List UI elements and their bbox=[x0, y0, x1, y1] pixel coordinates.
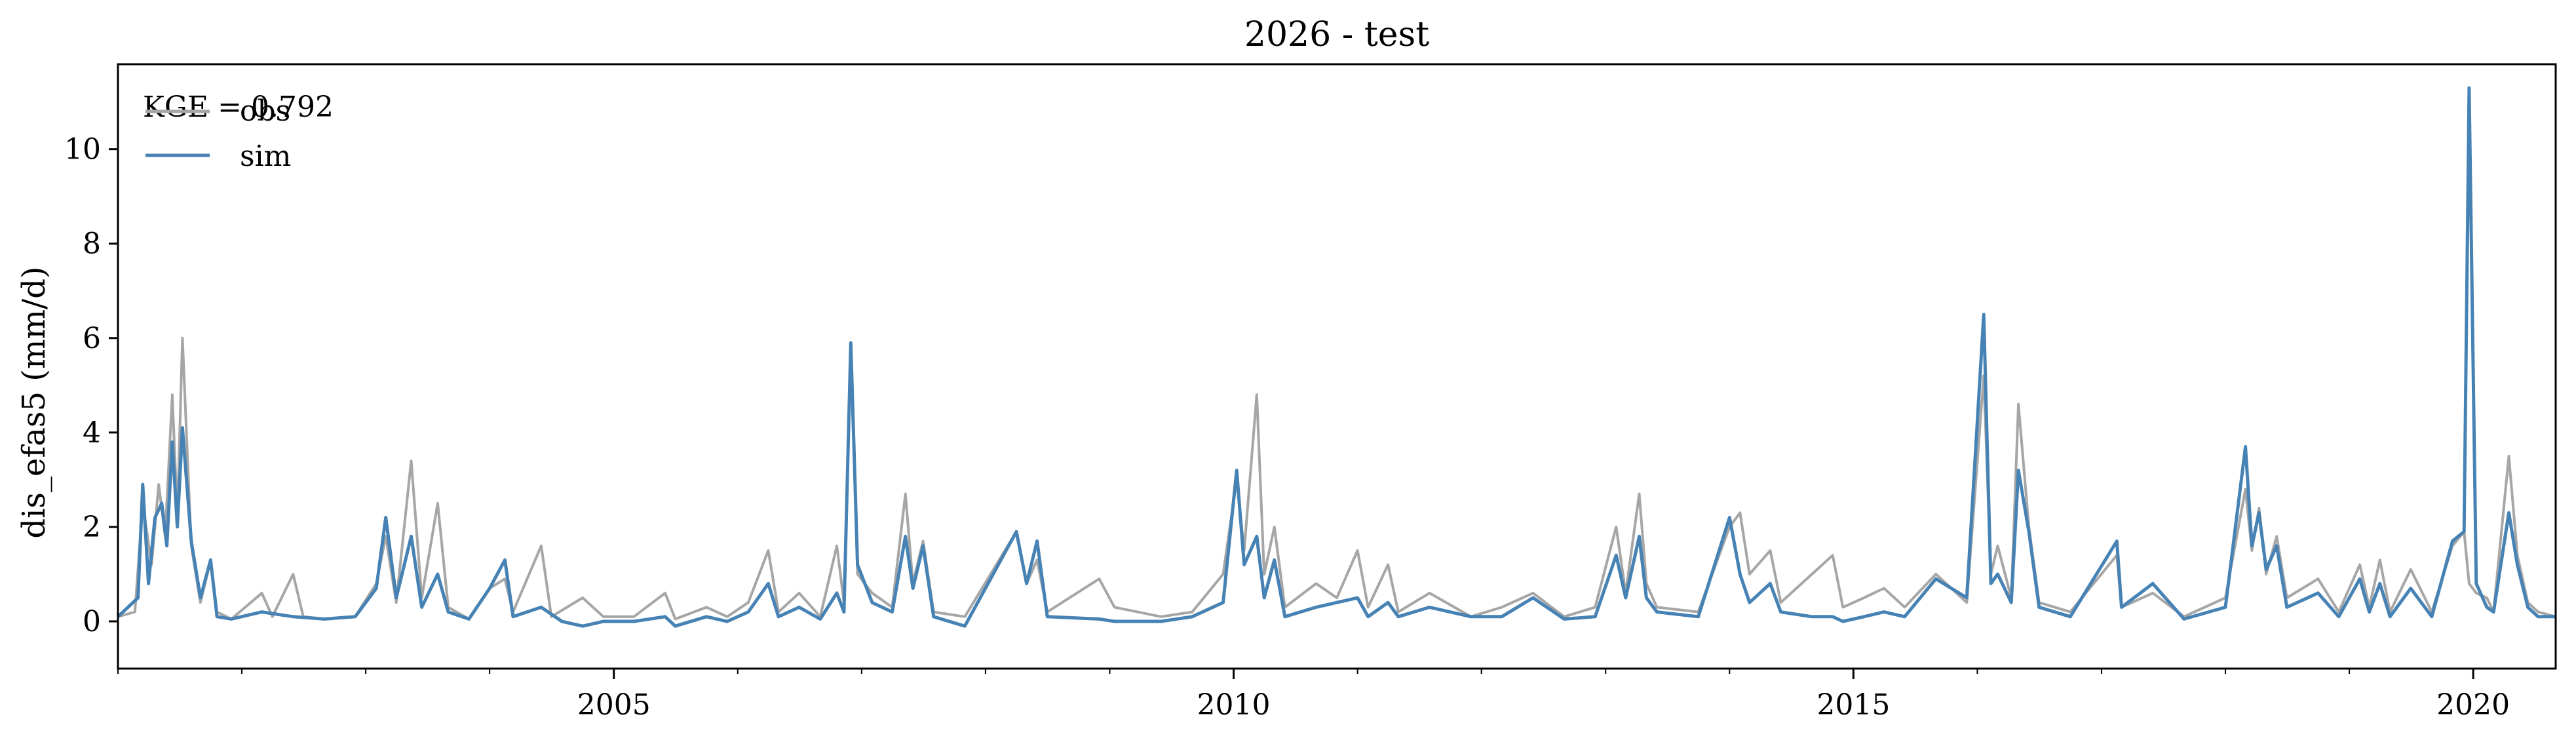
y-tick-label: 4 bbox=[83, 416, 101, 450]
x-axis: 2005 2010 2015 2020 bbox=[117, 669, 2510, 722]
y-tick-label: 6 bbox=[83, 322, 101, 355]
y-tick-label: 2 bbox=[83, 511, 101, 544]
chart-title: 2026 - test bbox=[1244, 15, 1429, 54]
x-tick-label: 2015 bbox=[1817, 688, 1890, 722]
plot-frame bbox=[117, 63, 2557, 670]
y-axis-label: dis_efas5 (mm/d) bbox=[16, 266, 52, 538]
y-tick-label: 8 bbox=[83, 227, 101, 261]
kge-annotation: KGE = 0.792 bbox=[143, 90, 334, 124]
series-layer bbox=[118, 86, 2556, 628]
legend: KGE = 0.792 obs sim bbox=[143, 90, 334, 173]
y-tick-label: 10 bbox=[64, 133, 101, 166]
y-axis: 0 2 4 6 8 10 bbox=[64, 133, 118, 638]
legend-sim-label: sim bbox=[240, 140, 291, 173]
x-tick-label: 2020 bbox=[2436, 688, 2510, 722]
x-tick-label: 2005 bbox=[577, 688, 651, 722]
legend-obs-label: obs bbox=[240, 94, 290, 128]
x-tick-label: 2010 bbox=[1197, 688, 1271, 722]
series-line-obs bbox=[118, 336, 2556, 621]
series-line-sim bbox=[118, 86, 2556, 628]
y-tick-label: 0 bbox=[83, 605, 101, 638]
